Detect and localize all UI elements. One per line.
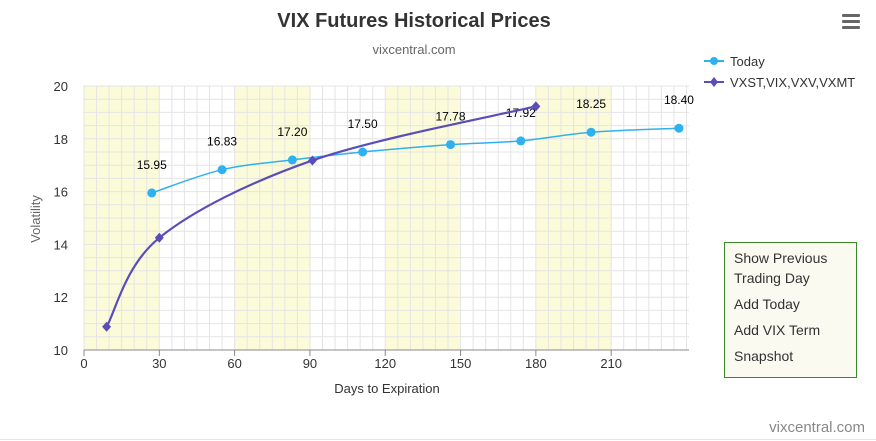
y-tick-label: 10 [54,343,68,358]
data-point [217,165,227,175]
y-tick-label: 12 [54,290,68,305]
data-label: 17.78 [435,110,465,124]
data-label: 16.83 [207,135,237,149]
data-label: 17.92 [506,106,536,120]
legend-label: Today [730,53,765,69]
legend-item-today[interactable]: Today [704,52,765,70]
y-tick-label: 18 [54,132,68,147]
data-point [102,321,112,332]
x-tick-label: 90 [303,356,317,371]
x-tick-label: 210 [600,356,622,371]
data-point [307,155,317,166]
data-point [287,155,297,165]
chart-subtitle: vixcentral.com [372,42,455,57]
data-point [358,147,368,157]
hamburger-menu-icon[interactable] [838,10,864,34]
divider [0,439,876,440]
data-point [516,136,526,146]
data-point [586,127,596,137]
x-tick-label: 0 [80,356,87,371]
menu-bar [842,14,860,17]
x-tick-label: 120 [374,356,396,371]
y-axis-ticks: 10 12 14 16 18 20 [54,79,68,358]
data-label: 18.25 [576,97,606,111]
grid-lines [83,85,689,351]
x-tick-label: 180 [525,356,547,371]
x-tick-label: 150 [450,356,472,371]
data-label: 18.40 [664,93,694,107]
data-point [147,188,157,198]
snapshot-button[interactable]: Snapshot [734,348,794,364]
menu-bar [842,26,860,29]
series-term-structure [102,101,541,332]
series-today: 15.95 16.83 17.20 17.50 17.78 17.92 18.25 18.40 [137,93,694,198]
y-tick-label: 16 [54,185,68,200]
menu-bar [842,20,860,23]
legend-label: VXST,VIX,VXV,VXMT [730,74,856,90]
x-axis-ticks: 0 30 60 90 120 150 180 210 [80,350,622,371]
legend-item-term[interactable]: VXST,VIX,VXV,VXMT [704,73,855,91]
data-point [446,140,456,150]
data-point [531,101,541,112]
x-tick-label: 30 [152,356,166,371]
legend-line-diamond-icon [704,77,724,87]
data-label: 15.95 [137,158,167,172]
show-previous-trading-day-button[interactable]: Show Previous Trading Day [734,250,828,286]
side-menu: Show Previous Trading Day Add Today Add … [724,242,857,378]
watermark: vixcentral.com [769,419,865,436]
series-line [105,105,537,328]
y-tick-label: 20 [54,79,68,94]
y-tick-label: 14 [54,237,68,252]
legend-line-circle-icon [704,57,724,65]
data-label: 17.50 [348,117,378,131]
data-label: 17.20 [277,125,307,139]
x-axis-label: Days to Expiration [334,381,440,396]
data-point [154,232,164,243]
data-point [674,123,684,133]
add-today-button[interactable]: Add Today [734,296,800,312]
x-tick-label: 60 [227,356,241,371]
chart-title: VIX Futures Historical Prices [277,10,550,32]
y-axis-label: Volatility [28,195,43,243]
add-vix-term-button[interactable]: Add VIX Term [734,322,821,338]
